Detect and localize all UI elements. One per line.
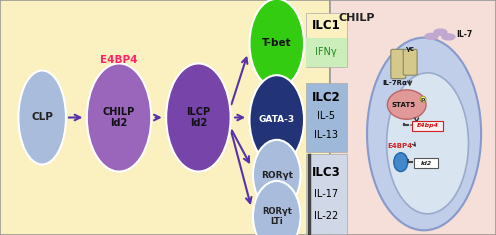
FancyBboxPatch shape (0, 0, 330, 235)
Text: p: p (421, 97, 425, 102)
Ellipse shape (18, 70, 66, 164)
FancyBboxPatch shape (330, 0, 496, 235)
FancyBboxPatch shape (306, 38, 347, 67)
Text: IL-17: IL-17 (314, 189, 338, 199)
FancyBboxPatch shape (414, 158, 438, 168)
Text: STAT5: STAT5 (391, 102, 415, 108)
Text: Id2: Id2 (421, 161, 432, 166)
Ellipse shape (87, 63, 151, 172)
Text: E4BP4: E4BP4 (100, 55, 138, 65)
Ellipse shape (249, 0, 304, 88)
Text: ILC2: ILC2 (312, 91, 341, 104)
Text: IL-22: IL-22 (314, 211, 338, 221)
Text: RORγt: RORγt (261, 171, 293, 180)
Ellipse shape (394, 153, 408, 172)
Text: IFNγ: IFNγ (315, 47, 337, 57)
Ellipse shape (387, 73, 468, 214)
Ellipse shape (249, 75, 304, 164)
Circle shape (442, 34, 455, 40)
Text: IL-13: IL-13 (314, 130, 338, 140)
FancyBboxPatch shape (412, 121, 443, 131)
Ellipse shape (166, 63, 231, 172)
Text: ILCP
Id2: ILCP Id2 (186, 107, 210, 128)
Text: CHILP: CHILP (338, 13, 375, 23)
Ellipse shape (253, 181, 301, 235)
Text: GATA-3: GATA-3 (259, 115, 295, 124)
FancyBboxPatch shape (306, 83, 347, 152)
Text: γc: γc (406, 46, 415, 52)
Text: RORγt
LTi: RORγt LTi (262, 207, 292, 226)
Ellipse shape (367, 38, 481, 230)
Circle shape (434, 29, 447, 35)
Text: IL-7Rα: IL-7Rα (383, 80, 408, 86)
FancyBboxPatch shape (391, 49, 406, 79)
Text: IL-5: IL-5 (317, 111, 335, 121)
Text: E4BP4: E4BP4 (388, 143, 413, 149)
Text: CLP: CLP (31, 113, 53, 122)
Text: E4bp4: E4bp4 (417, 123, 438, 129)
FancyBboxPatch shape (306, 154, 347, 234)
Text: ILC1: ILC1 (312, 19, 341, 32)
Text: ILC3: ILC3 (312, 166, 341, 179)
Text: IL-7: IL-7 (456, 30, 473, 39)
Ellipse shape (253, 140, 301, 210)
Text: T-bet: T-bet (262, 39, 292, 48)
FancyBboxPatch shape (306, 13, 347, 67)
Circle shape (425, 33, 438, 39)
Ellipse shape (387, 90, 426, 119)
Text: CHILP
Id2: CHILP Id2 (103, 107, 135, 128)
FancyBboxPatch shape (403, 49, 417, 75)
